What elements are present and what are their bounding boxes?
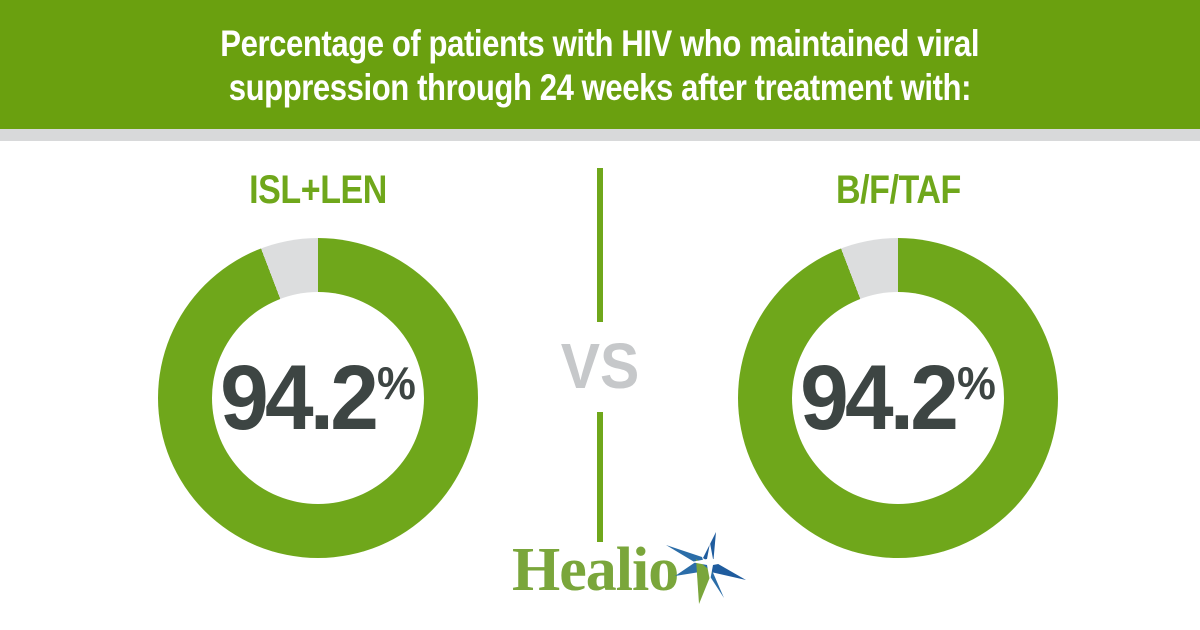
header-title-line2: suppression through 24 weeks after treat… xyxy=(228,66,972,108)
donut-chart-right: 94.2% xyxy=(738,238,1058,558)
healio-star-icon xyxy=(666,532,747,604)
header-band: Percentage of patients with HIV who main… xyxy=(0,0,1200,129)
healio-logo: Healio xyxy=(512,532,747,604)
donut-chart-left: 94.2% xyxy=(158,238,478,558)
healio-logo-text: Healio xyxy=(512,536,679,604)
percentage-value-left: 94.2% xyxy=(220,352,416,444)
header-title-line1: Percentage of patients with HIV who main… xyxy=(220,22,980,64)
separator-line-top xyxy=(597,168,603,322)
donut-hole-right: 94.2% xyxy=(792,292,1004,504)
header-shadow-strip xyxy=(0,129,1200,141)
percent-sign: % xyxy=(956,357,996,409)
donut-hole-left: 94.2% xyxy=(212,292,424,504)
percent-sign: % xyxy=(376,357,416,409)
percentage-value-right: 94.2% xyxy=(800,352,996,444)
donut-title-right: B/F/TAF xyxy=(835,168,961,212)
donut-title-left: ISL+LEN xyxy=(249,168,387,212)
value-number: 94.2 xyxy=(220,347,379,449)
separator-line-bottom xyxy=(597,412,603,542)
value-number: 94.2 xyxy=(800,347,959,449)
vs-label: VS xyxy=(560,330,640,402)
